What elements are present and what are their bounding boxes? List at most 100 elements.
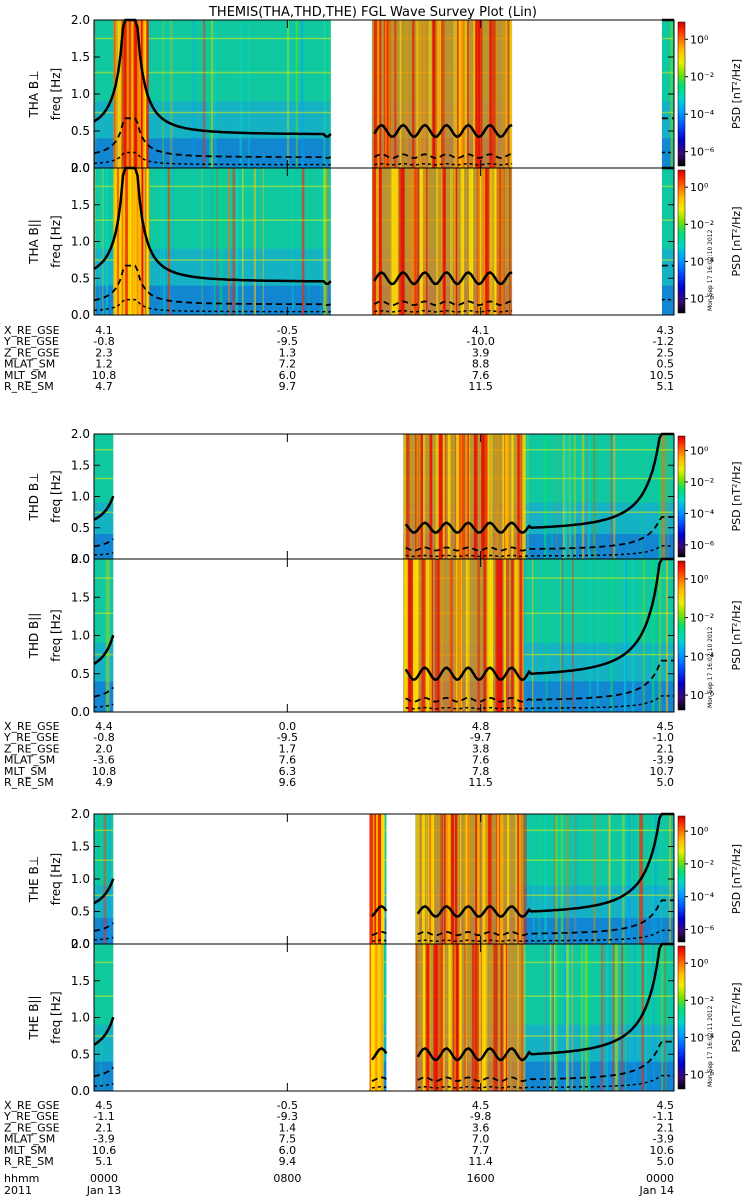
active-streak [454,168,456,315]
spectrogram-streak [581,434,585,559]
spectrogram-streak [572,434,576,559]
y-tick-label: 1.0 [71,235,90,249]
active-streak [127,168,130,315]
spectrogram-streak [553,944,557,1091]
spectrogram-streak [549,944,552,1091]
fce-curve [416,942,674,1062]
active-streak [517,944,519,1091]
active-streak [519,559,522,712]
spectrogram-streak [600,944,603,1091]
colorbar-tick-label: 10⁻² [690,218,714,231]
active-streak [137,20,141,168]
spectrogram-streak [605,944,609,1091]
spectrogram-streak [584,944,587,1091]
active-streak [440,814,443,944]
colorbar [677,945,686,1090]
active-streak [480,20,483,168]
fhe-curve [93,686,114,698]
panel-label: THE B⊥ [27,856,41,903]
y-tick-label: 0.5 [71,905,90,919]
spectrogram-streak [561,559,564,712]
colorbar-tick-label: 10⁰ [690,825,709,838]
y-tick-label: 1.5 [71,198,90,212]
active-streak [375,20,380,168]
ephemeris-value: 9.7 [279,380,297,393]
spectrogram-streak [580,944,583,1091]
ephemeris-value: 1.7 [279,742,297,755]
colorbar-tick-label: 10⁻² [690,612,714,625]
spectrogram-streak [108,814,111,944]
active-streak [416,434,419,559]
spectrogram-streak [651,814,654,944]
spectrogram-streak [569,434,572,559]
active-streak [503,559,506,712]
spectrogram-streak [538,814,541,944]
active-streak [441,944,445,1091]
spectrogram-streak [102,168,104,315]
spectrogram-streak [631,559,635,712]
spectrogram-streak [552,944,554,1091]
ephemeris-value: 1.3 [279,346,297,359]
y-tick-label: 1.0 [71,872,90,886]
active-streak [422,944,427,1091]
active-streak [399,20,402,168]
colorbar-tick-label: 10⁰ [690,33,709,46]
ephemeris-value: 4.5 [472,1099,490,1112]
ephemeris-value: -0.8 [93,731,114,744]
spectrogram-streak [658,559,661,712]
data-gap [113,434,404,559]
spectrogram-streak [216,168,218,315]
ephemeris-value: -3.9 [653,1133,674,1146]
spectrogram-streak [523,944,526,1091]
ephemeris-value: -1.0 [653,731,674,744]
ephemeris-value: 7.6 [472,754,490,767]
active-streak [116,168,120,315]
ephemeris-row-label: MLAT_SM [4,1133,55,1146]
ephemeris-row-label: X_RE_GSE [4,720,60,733]
active-streak [372,168,377,315]
data-gap [330,20,372,168]
colorbar-tick-label: 10⁻² [690,71,714,84]
fo-curve [417,929,674,943]
colorbar-tick-label: 10⁻⁶ [690,146,715,159]
spectrogram-streak [593,814,596,944]
active-streak [128,20,132,168]
spectrogram-streak [544,944,546,1091]
active-streak [455,434,459,559]
active-streak [434,559,439,712]
spectrogram-streak [167,168,171,315]
active-streak [376,168,379,315]
spectrogram-streak [239,20,242,168]
active-streak [504,434,509,559]
ephemeris-value: 7.8 [472,765,490,778]
data-gap [113,559,404,712]
active-streak [443,814,445,944]
active-streak [118,168,122,315]
colorbar-label: PSD [nT²/Hz] [730,844,743,914]
active-streak [489,434,493,559]
active-streak [500,944,503,1091]
hhmm-label: hhmm [4,1172,39,1185]
active-streak [458,944,462,1091]
active-streak [429,559,432,712]
active-streak [481,944,486,1091]
spectrogram-panel-tha-0: 2.0 1.5 1.0 0.5 0.0 THA B⊥ freq [Hz] 10⁰ 10⁻² 10⁻… [27,13,743,175]
active-streak [446,814,450,944]
spectrogram-streak [235,168,238,315]
date-label: Jan 13 [86,1184,121,1197]
spectrogram-streak [665,944,667,1091]
active-streak [138,168,142,315]
active-streak [506,814,510,944]
spectrogram-streak [524,559,527,712]
active-streak [489,168,493,315]
fhe-curve [417,1040,674,1083]
active-streak [120,20,122,168]
spectrogram-streak [241,168,244,315]
spectrogram-streak [262,168,264,315]
y-axis-label: freq [Hz] [49,215,63,267]
spectrogram-streak [559,559,562,712]
ephemeris-table-tha: X_RE_GSE 4.1 -0.5 4.1 4.3 Y_RE_GSE -0.8 -9.5 -10… [3,324,674,393]
active-streak [115,168,118,315]
data-gap [512,168,662,315]
ephemeris-value: -9.5 [277,731,298,744]
